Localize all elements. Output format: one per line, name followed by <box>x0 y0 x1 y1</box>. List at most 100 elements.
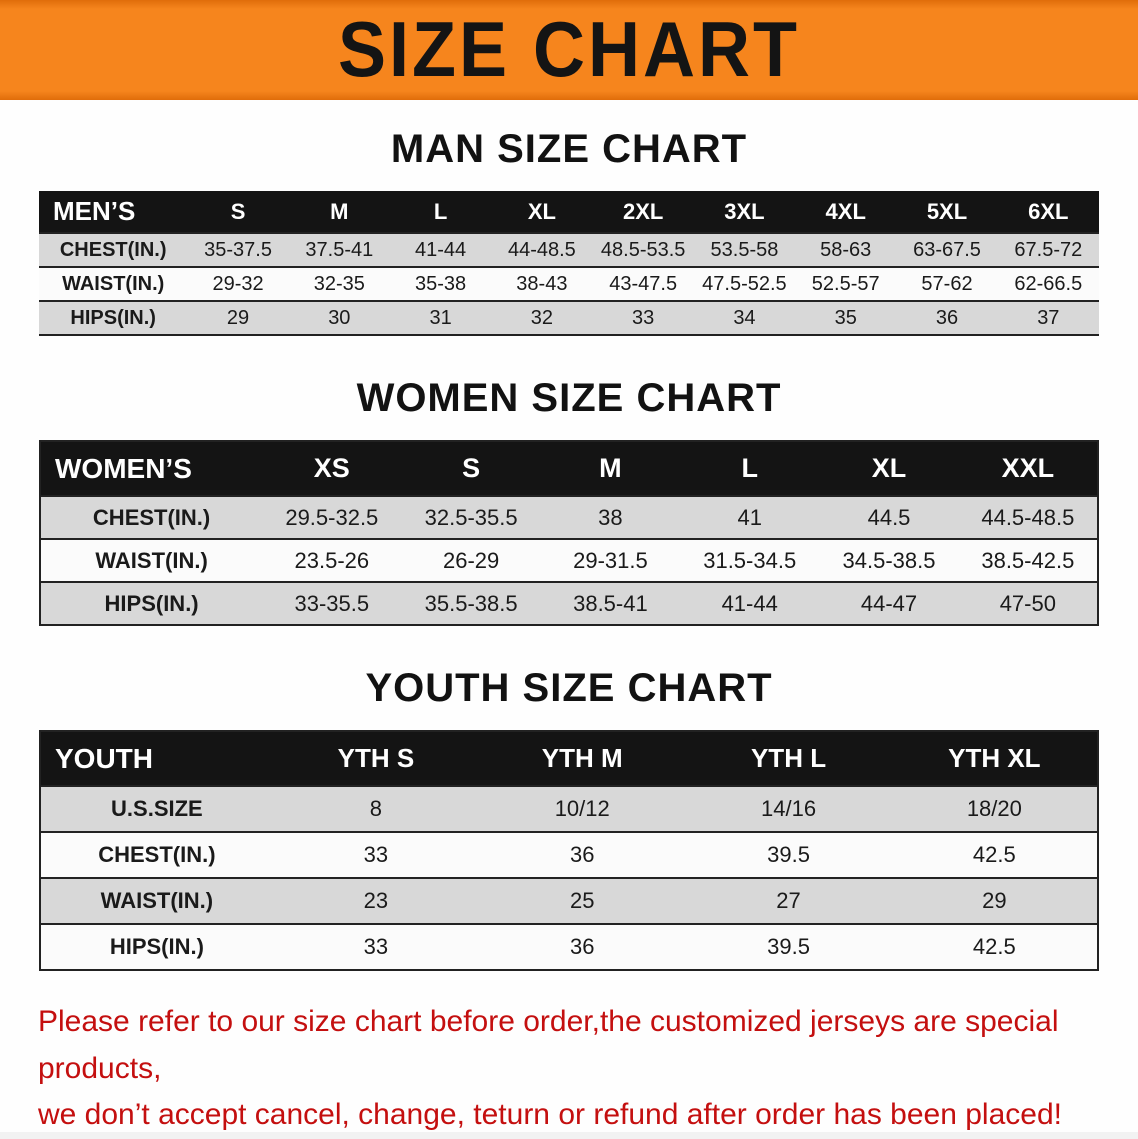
size-column-header: M <box>288 191 390 233</box>
size-value: 33-35.5 <box>262 581 402 626</box>
men-table-header: MEN’S S M L XL 2XL 3XL 4XL 5XL 6XL <box>39 191 1099 233</box>
youth-size-section: YOUTH SIZE CHART YOUTH YTH S YTH M YTH L YTH… <box>0 666 1138 971</box>
size-value: 29-32 <box>187 266 289 302</box>
women-table-body: CHEST(IN.) 29.5-32.5 32.5-35.5 38 41 44.5 44.5… <box>40 495 1098 626</box>
row-label: HIPS(IN.) <box>40 923 273 971</box>
size-value: 47-50 <box>958 581 1098 626</box>
size-column-header: YTH XL <box>891 731 1098 786</box>
size-value: 38.5-41 <box>540 581 681 626</box>
size-value: 67.5-72 <box>997 232 1099 268</box>
size-value: 35 <box>795 300 897 336</box>
men-size-table: MEN’S S M L XL 2XL 3XL 4XL 5XL 6XL CHEST(IN.) 35-3… <box>39 191 1099 336</box>
size-value: 25 <box>479 877 686 925</box>
size-column-header: XXL <box>958 441 1098 496</box>
size-value: 34.5-38.5 <box>819 538 959 583</box>
size-value: 43-47.5 <box>592 266 694 302</box>
table-row: HIPS(IN.) 33-35.5 35.5-38.5 38.5-41 41-44 44-… <box>40 581 1098 626</box>
table-row: CHEST(IN.) 33 36 39.5 42.5 <box>40 831 1098 879</box>
size-column-header: L <box>680 441 820 496</box>
table-label-header: WOMEN’S <box>40 441 263 496</box>
row-label: HIPS(IN.) <box>39 300 188 336</box>
row-label: CHEST(IN.) <box>40 495 263 540</box>
size-value: 30 <box>288 300 390 336</box>
row-label: CHEST(IN.) <box>40 831 273 879</box>
size-value: 10/12 <box>479 785 686 833</box>
row-label: WAIST(IN.) <box>39 266 188 302</box>
size-value: 26-29 <box>401 538 541 583</box>
size-value: 33 <box>272 831 480 879</box>
youth-table-header: YOUTH YTH S YTH M YTH L YTH XL <box>40 731 1098 786</box>
size-column-header: 2XL <box>592 191 694 233</box>
size-value: 34 <box>693 300 796 336</box>
table-row: HIPS(IN.) 33 36 39.5 42.5 <box>40 923 1098 971</box>
size-column-header: XL <box>819 441 959 496</box>
size-value: 32 <box>491 300 593 336</box>
size-value: 44-47 <box>819 581 959 626</box>
size-value: 38-43 <box>491 266 593 302</box>
row-label: WAIST(IN.) <box>40 877 273 925</box>
size-value: 35.5-38.5 <box>401 581 541 626</box>
size-value: 29 <box>187 300 289 336</box>
size-value: 41-44 <box>680 581 820 626</box>
footer-notice: Please refer to our size chart before or… <box>38 999 1100 1139</box>
table-header-row: YOUTH YTH S YTH M YTH L YTH XL <box>40 731 1098 786</box>
size-column-header: YTH M <box>479 731 686 786</box>
size-value: 44.5 <box>819 495 959 540</box>
size-value: 52.5-57 <box>795 266 897 302</box>
size-column-header: S <box>401 441 541 496</box>
size-value: 29-31.5 <box>540 538 681 583</box>
table-label-header: YOUTH <box>40 731 273 786</box>
size-value: 8 <box>272 785 480 833</box>
size-value: 57-62 <box>896 266 998 302</box>
row-label: U.S.SIZE <box>40 785 273 833</box>
size-column-header: YTH S <box>272 731 480 786</box>
row-label: WAIST(IN.) <box>40 538 263 583</box>
youth-table-body: U.S.SIZE 8 10/12 14/16 18/20 CHEST(IN.) 33 36 39… <box>40 785 1098 971</box>
size-value: 33 <box>592 300 694 336</box>
section-title-men: MAN SIZE CHART <box>390 127 748 171</box>
size-value: 33 <box>272 923 480 971</box>
table-row: HIPS(IN.) 29 30 31 32 33 34 35 36 37 <box>39 300 1099 336</box>
size-column-header: XL <box>491 191 593 233</box>
row-label: HIPS(IN.) <box>40 581 263 626</box>
size-value: 58-63 <box>795 232 897 268</box>
size-value: 37.5-41 <box>288 232 390 268</box>
notice-line-2: we don’t accept cancel, change, teturn o… <box>38 1098 1062 1131</box>
size-value: 32.5-35.5 <box>401 495 541 540</box>
size-column-header: L <box>389 191 492 233</box>
men-table-body: CHEST(IN.) 35-37.5 37.5-41 41-44 44-48.5 48.5… <box>39 232 1099 336</box>
size-value: 48.5-53.5 <box>592 232 694 268</box>
size-value: 39.5 <box>685 923 892 971</box>
size-column-header: 5XL <box>896 191 998 233</box>
size-value: 23.5-26 <box>262 538 402 583</box>
size-value: 18/20 <box>891 785 1098 833</box>
size-value: 29 <box>891 877 1098 925</box>
size-value: 31 <box>389 300 492 336</box>
size-value: 41-44 <box>389 232 492 268</box>
size-column-header: 4XL <box>795 191 897 233</box>
size-value: 35-38 <box>389 266 492 302</box>
size-value: 29.5-32.5 <box>262 495 402 540</box>
table-header-row: WOMEN’S XS S M L XL XXL <box>40 441 1098 496</box>
size-value: 36 <box>896 300 998 336</box>
size-value: 42.5 <box>891 923 1098 971</box>
section-title-women: WOMEN SIZE CHART <box>356 376 782 420</box>
size-column-header: XS <box>262 441 402 496</box>
table-header-row: MEN’S S M L XL 2XL 3XL 4XL 5XL 6XL <box>39 191 1099 233</box>
size-value: 27 <box>685 877 892 925</box>
women-size-section: WOMEN SIZE CHART WOMEN’S XS S M L XL XXL CHEST… <box>0 376 1138 626</box>
size-value: 53.5-58 <box>693 232 796 268</box>
notice-line-1: Please refer to our size chart before or… <box>38 1005 1059 1085</box>
size-column-header: YTH L <box>685 731 892 786</box>
women-table-header: WOMEN’S XS S M L XL XXL <box>40 441 1098 496</box>
size-value: 36 <box>479 831 686 879</box>
size-value: 47.5-52.5 <box>693 266 796 302</box>
table-row: WAIST(IN.) 23 25 27 29 <box>40 877 1098 925</box>
size-value: 37 <box>997 300 1099 336</box>
size-column-header: 3XL <box>693 191 796 233</box>
men-size-section: MAN SIZE CHART MEN’S S M L XL 2XL 3XL 4XL 5XL 6XL… <box>0 127 1138 336</box>
size-value: 35-37.5 <box>187 232 289 268</box>
size-value: 32-35 <box>288 266 390 302</box>
size-value: 23 <box>272 877 480 925</box>
row-label: CHEST(IN.) <box>39 232 188 268</box>
